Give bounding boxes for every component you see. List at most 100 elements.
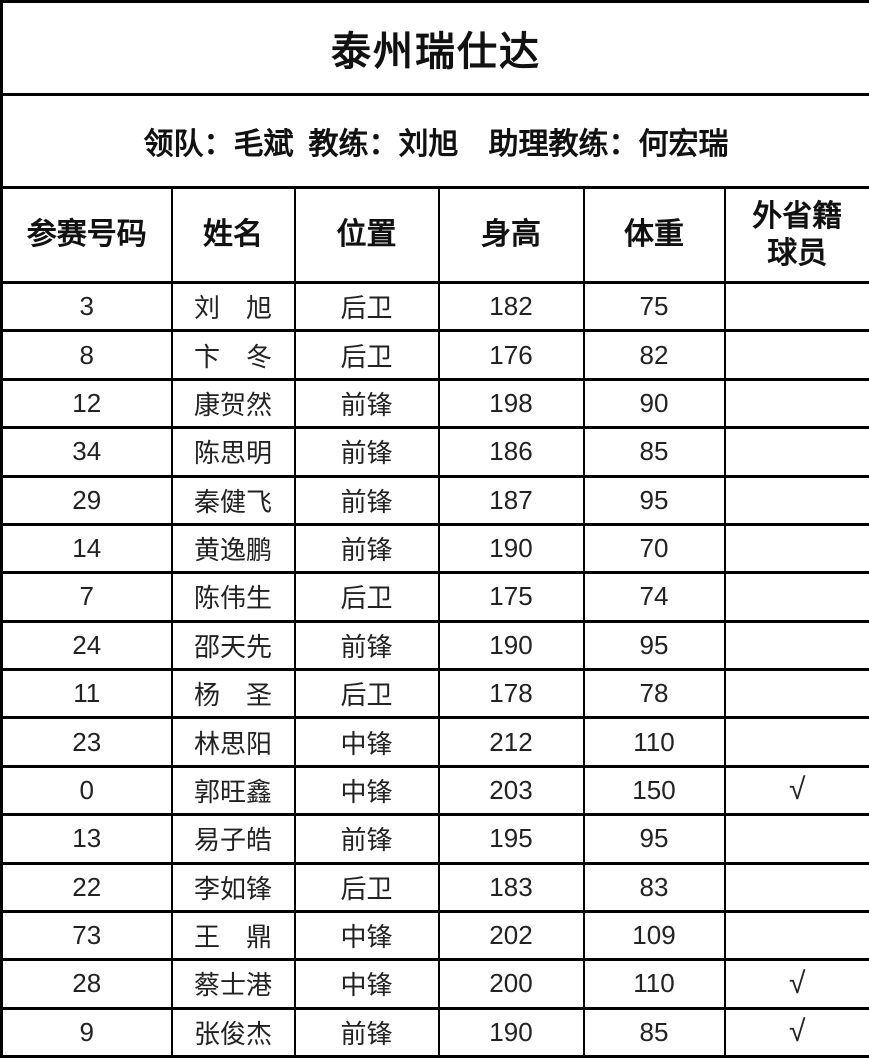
cell-height: 183 [437,861,585,913]
cell-weight: 85 [582,1006,726,1058]
cell-out-of-province [723,909,869,962]
cell-position: 前锋 [293,1006,440,1058]
column-header-5: 体重 [582,186,726,284]
cell-number: 12 [0,377,173,430]
cell-number: 8 [0,329,173,381]
cell-name: 王 鼎 [170,909,296,962]
cell-height: 190 [437,619,585,672]
cell-name: 易子皓 [170,813,296,865]
cell-height: 190 [437,1006,585,1058]
cell-weight: 74 [582,571,726,623]
cell-weight: 110 [582,958,726,1010]
cell-name: 张俊杰 [170,1006,296,1058]
cell-height: 187 [437,474,585,526]
cell-out-of-province [723,619,869,672]
cell-position: 中锋 [293,764,440,817]
cell-name: 陈思明 [170,426,296,478]
column-header-3: 位置 [293,186,440,284]
table-row: 9 张俊杰 前锋 190 85 √ [0,1006,869,1058]
cell-out-of-province: √ [723,1006,869,1058]
cell-position: 前锋 [293,474,440,526]
cell-height: 176 [437,329,585,381]
cell-out-of-province [723,377,869,430]
cell-height: 200 [437,958,585,1010]
column-header-2: 姓名 [170,186,296,284]
cell-name: 李如锋 [170,861,296,913]
cell-out-of-province [723,861,869,913]
table-row: 28 蔡士港 中锋 200 110 √ [0,958,869,1010]
cell-number: 13 [0,813,173,865]
cell-name: 康贺然 [170,377,296,430]
cell-position: 前锋 [293,619,440,672]
column-header-4: 身高 [437,186,585,284]
title-row: 泰州瑞仕达 [0,0,869,96]
cell-name: 卞 冬 [170,329,296,381]
cell-number: 24 [0,619,173,672]
cell-weight: 78 [582,667,726,720]
cell-weight: 75 [582,280,726,333]
column-header-label: 体重 [624,218,684,252]
cell-number: 0 [0,764,173,817]
column-header-row: 参赛号码 姓名 位置 身高 体重 外省籍球员 [0,186,869,284]
table-row: 24 邵天先 前锋 190 95 [0,619,869,672]
cell-height: 212 [437,716,585,768]
cell-weight: 150 [582,764,726,817]
cell-weight: 90 [582,377,726,430]
cell-height: 203 [437,764,585,817]
cell-number: 9 [0,1006,173,1058]
cell-height: 202 [437,909,585,962]
table-row: 22 李如锋 后卫 183 83 [0,861,869,913]
cell-name: 蔡士港 [170,958,296,1010]
cell-number: 22 [0,861,173,913]
cell-position: 前锋 [293,522,440,575]
cell-position: 中锋 [293,909,440,962]
cell-out-of-province [723,813,869,865]
cell-position: 中锋 [293,958,440,1010]
column-header-6: 外省籍 球员 [723,186,869,284]
cell-number: 29 [0,474,173,526]
column-header-label: 身高 [481,218,541,252]
table-row: 12 康贺然 前锋 198 90 [0,377,869,430]
cell-name: 黄逸鹏 [170,522,296,575]
table-row: 23 林思阳 中锋 212 110 [0,716,869,768]
cell-name: 杨 圣 [170,667,296,720]
cell-position: 前锋 [293,813,440,865]
cell-weight: 83 [582,861,726,913]
cell-height: 195 [437,813,585,865]
cell-name: 秦健飞 [170,474,296,526]
table-row: 13 易子皓 前锋 195 95 [0,813,869,865]
cell-name: 郭旺鑫 [170,764,296,817]
cell-height: 175 [437,571,585,623]
cell-out-of-province [723,667,869,720]
cell-out-of-province [723,426,869,478]
column-header-label: 位置 [336,218,397,252]
table-row: 29 秦健飞 前锋 187 95 [0,474,869,526]
cell-weight: 95 [582,813,726,865]
table-row: 11 杨 圣后卫 178 78 [0,667,869,720]
cell-height: 190 [437,522,585,575]
cell-height: 182 [437,280,585,333]
cell-position: 后卫 [293,280,440,333]
column-header-label: 参赛号码 [26,218,147,252]
cell-position: 前锋 [293,426,440,478]
cell-out-of-province: √ [723,958,869,1010]
cell-height: 186 [437,426,585,478]
staff-line: 领队：毛斌 教练：刘旭 助理教练：何宏瑞 [0,93,869,189]
column-header-label: 姓名 [203,218,263,252]
cell-weight: 109 [582,909,726,962]
cell-weight: 85 [582,426,726,478]
cell-out-of-province: √ [723,764,869,817]
cell-height: 198 [437,377,585,430]
column-header-label: 外省籍 [752,199,843,233]
cell-out-of-province [723,571,869,623]
cell-out-of-province [723,522,869,575]
column-header-label: 球员 [767,237,828,270]
column-header-1: 参赛号码 [0,186,173,284]
cell-position: 后卫 [293,329,440,381]
cell-number: 23 [0,716,173,768]
cell-name: 林思阳 [170,716,296,768]
